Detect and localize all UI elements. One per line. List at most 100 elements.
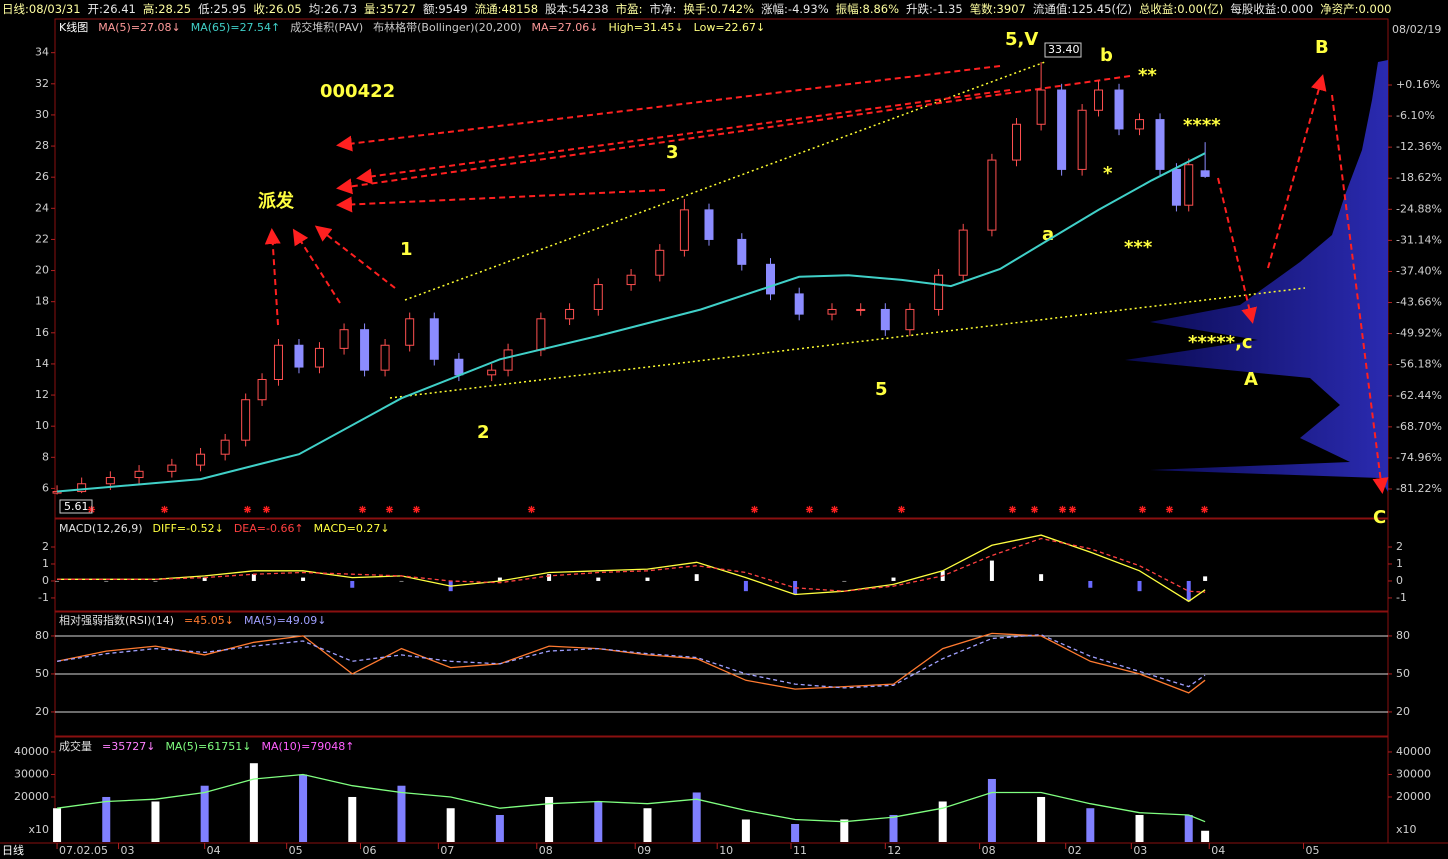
macd-bar bbox=[251, 574, 256, 581]
macd-bar bbox=[1186, 580, 1191, 602]
y-tick-label: -49.92% bbox=[1396, 327, 1442, 340]
x-tick-label: 08 bbox=[982, 844, 996, 857]
y-tick-label: 20 bbox=[35, 264, 49, 277]
y-tick-label: -24.88% bbox=[1396, 202, 1442, 215]
y-unit: x10 bbox=[28, 823, 49, 836]
y-tick-label: -74.96% bbox=[1396, 451, 1442, 464]
macd-bar bbox=[1088, 580, 1093, 588]
candle-body bbox=[1094, 89, 1104, 111]
annotation: ** bbox=[1138, 65, 1157, 86]
macd-bar bbox=[350, 580, 355, 588]
candle-body bbox=[1036, 89, 1046, 125]
volume-bar bbox=[1201, 830, 1210, 842]
volume-bar bbox=[397, 785, 406, 842]
volume-bar bbox=[643, 808, 652, 842]
info-item: 笔数:3907 bbox=[969, 2, 1026, 16]
volume-profile bbox=[1125, 60, 1388, 492]
volume-bar bbox=[1135, 814, 1144, 842]
rsi-line bbox=[57, 634, 1206, 689]
x-tick-label: 11 bbox=[793, 844, 807, 857]
candle-body bbox=[294, 344, 304, 368]
x-tick-label: 12 bbox=[887, 844, 901, 857]
annotations: 000422 派发 1 2 3 5 5,V 33.40 b ** **** * … bbox=[59, 29, 1386, 528]
candle-body bbox=[794, 293, 804, 315]
trend-lines bbox=[389, 61, 1306, 399]
macd-bar bbox=[1203, 576, 1208, 581]
y-tick-label: 6 bbox=[42, 481, 49, 494]
legend-text: MACD(12,26,9) bbox=[59, 522, 143, 535]
candle-body bbox=[1077, 109, 1087, 170]
candle-body bbox=[679, 209, 689, 251]
y-tick-label: -81.22% bbox=[1396, 482, 1442, 495]
volume-bar bbox=[446, 808, 455, 842]
info-item: 均:26.73 bbox=[308, 2, 358, 16]
y-tick-label: 12 bbox=[35, 388, 49, 401]
annotation: b bbox=[1100, 45, 1113, 66]
y-tick-label: +0.16% bbox=[1396, 78, 1440, 91]
legend-text: =45.05↓ bbox=[184, 614, 234, 627]
y-unit: x10 bbox=[1396, 823, 1417, 836]
macd-bar bbox=[842, 580, 847, 582]
info-item: 每股收益:0.000 bbox=[1230, 2, 1314, 16]
macd-bar bbox=[153, 580, 158, 582]
volume-bar bbox=[53, 808, 62, 842]
y-tick-label: 20 bbox=[1396, 705, 1410, 718]
volume-bar bbox=[741, 819, 750, 842]
legend-text: High=31.45↓ bbox=[608, 21, 683, 34]
y-tick-label: 80 bbox=[1396, 629, 1410, 642]
candle-body bbox=[655, 249, 665, 276]
y-tick-label: 28 bbox=[35, 139, 49, 152]
candle-body bbox=[257, 378, 267, 401]
x-tick-label: 07.02.05 bbox=[59, 844, 108, 857]
annotation: B bbox=[1315, 37, 1329, 58]
macd-bar bbox=[104, 580, 109, 582]
volume-bar bbox=[545, 796, 554, 842]
annotation: 1 bbox=[400, 239, 413, 260]
y-tick-label: 20000 bbox=[1396, 790, 1431, 803]
y-tick-label: -56.18% bbox=[1396, 358, 1442, 371]
annotation: * bbox=[1103, 163, 1113, 184]
volume-bar bbox=[594, 801, 603, 842]
annotation: 5,V bbox=[1005, 29, 1038, 50]
stock-code: 000422 bbox=[320, 81, 395, 102]
y-tick-label: -68.70% bbox=[1396, 420, 1442, 433]
candle-body bbox=[1155, 119, 1165, 170]
candle-body bbox=[454, 358, 464, 376]
ma-line bbox=[57, 152, 1206, 493]
y-tick-label: 24 bbox=[35, 201, 49, 214]
macd-line bbox=[57, 537, 1206, 593]
candle-body bbox=[934, 274, 944, 310]
y-tick-label: 16 bbox=[35, 326, 49, 339]
y-tick-label: 2 bbox=[1396, 540, 1403, 553]
info-item: 额:9549 bbox=[422, 2, 468, 16]
x-tick-label: 03 bbox=[1133, 844, 1147, 857]
candle-body bbox=[737, 238, 747, 265]
y-tick-label: 0 bbox=[42, 574, 49, 587]
legend-text: Low=22.67↓ bbox=[694, 21, 766, 34]
volume-bar bbox=[840, 819, 849, 842]
max-box bbox=[1044, 42, 1082, 58]
y-tick-label: -43.66% bbox=[1396, 296, 1442, 309]
candle-body bbox=[314, 347, 324, 368]
y-tick-label: 30000 bbox=[14, 767, 49, 780]
info-item: 总收益:0.00(亿) bbox=[1138, 2, 1224, 16]
candle-body bbox=[503, 349, 513, 371]
y-tick-label: 30000 bbox=[1396, 767, 1431, 780]
volume-bar bbox=[1086, 808, 1095, 842]
candle-body bbox=[905, 308, 915, 331]
candle-body bbox=[77, 483, 87, 493]
macd-bar bbox=[497, 577, 502, 581]
y-tick-label: 18 bbox=[35, 295, 49, 308]
x-tick-label: 02 bbox=[1068, 844, 1082, 857]
y-tick-label: -37.40% bbox=[1396, 264, 1442, 277]
min-label: 5.61 bbox=[64, 500, 89, 513]
x-tick-label: 08 bbox=[539, 844, 553, 857]
info-item: 净资产:0.000 bbox=[1320, 2, 1392, 16]
candle-body bbox=[880, 308, 890, 331]
y-tick-label: 8 bbox=[42, 450, 49, 463]
volume-bar bbox=[791, 823, 800, 842]
annotation: *****,c bbox=[1188, 332, 1253, 353]
volume-ma bbox=[57, 773, 1206, 823]
